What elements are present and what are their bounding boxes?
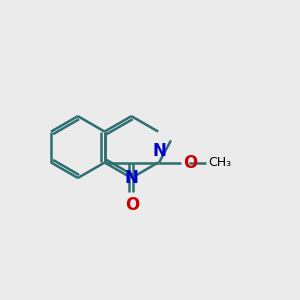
Text: O: O (183, 154, 197, 172)
Text: CH₃: CH₃ (208, 156, 231, 169)
Text: N: N (152, 142, 166, 160)
Text: O: O (125, 196, 140, 214)
Text: N: N (124, 169, 138, 187)
